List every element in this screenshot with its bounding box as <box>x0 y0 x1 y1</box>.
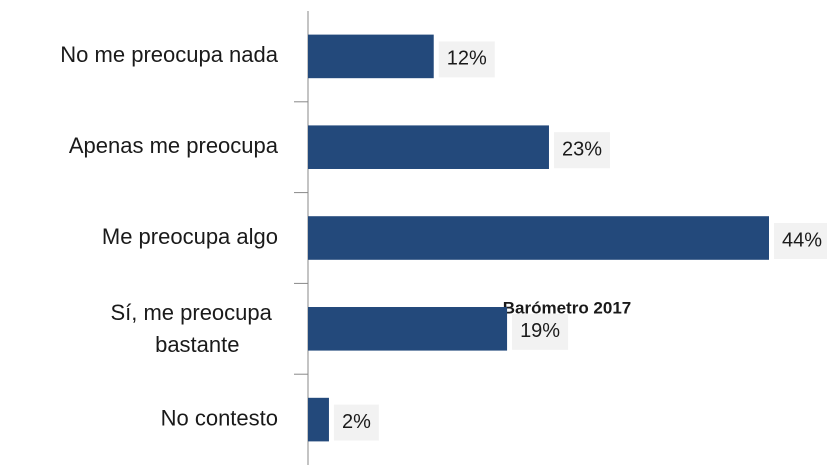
value-label-bg <box>774 223 827 259</box>
category-label: No me preocupa nada <box>60 42 278 67</box>
value-label-bg <box>553 132 611 169</box>
value-label-group: 44% <box>774 223 827 259</box>
category-label: Apenas me preocupa <box>69 133 279 158</box>
bar <box>308 307 508 351</box>
value-label-bg <box>438 41 495 78</box>
value-label-bg <box>333 404 379 441</box>
bar <box>308 34 434 79</box>
bar <box>308 125 549 169</box>
category-label: Sí, me preocupa bastante <box>110 300 278 357</box>
category-label: No contesto <box>161 405 278 430</box>
value-label: 2% <box>342 411 371 433</box>
value-label-bg <box>512 313 569 350</box>
value-label-group: 19% <box>512 313 569 350</box>
value-label: 12% <box>447 48 487 70</box>
value-label: 19% <box>520 320 560 342</box>
bar <box>308 397 329 442</box>
value-label-group: 23% <box>553 132 611 169</box>
bar <box>308 216 769 260</box>
value-label-group: 12% <box>438 41 495 78</box>
value-label-group: 2% <box>333 404 379 441</box>
annotation: Barómetro 2017 <box>503 298 632 317</box>
category-label: Me preocupa algo <box>102 224 278 249</box>
value-label: 44% <box>782 229 822 251</box>
value-label: 23% <box>562 138 602 160</box>
